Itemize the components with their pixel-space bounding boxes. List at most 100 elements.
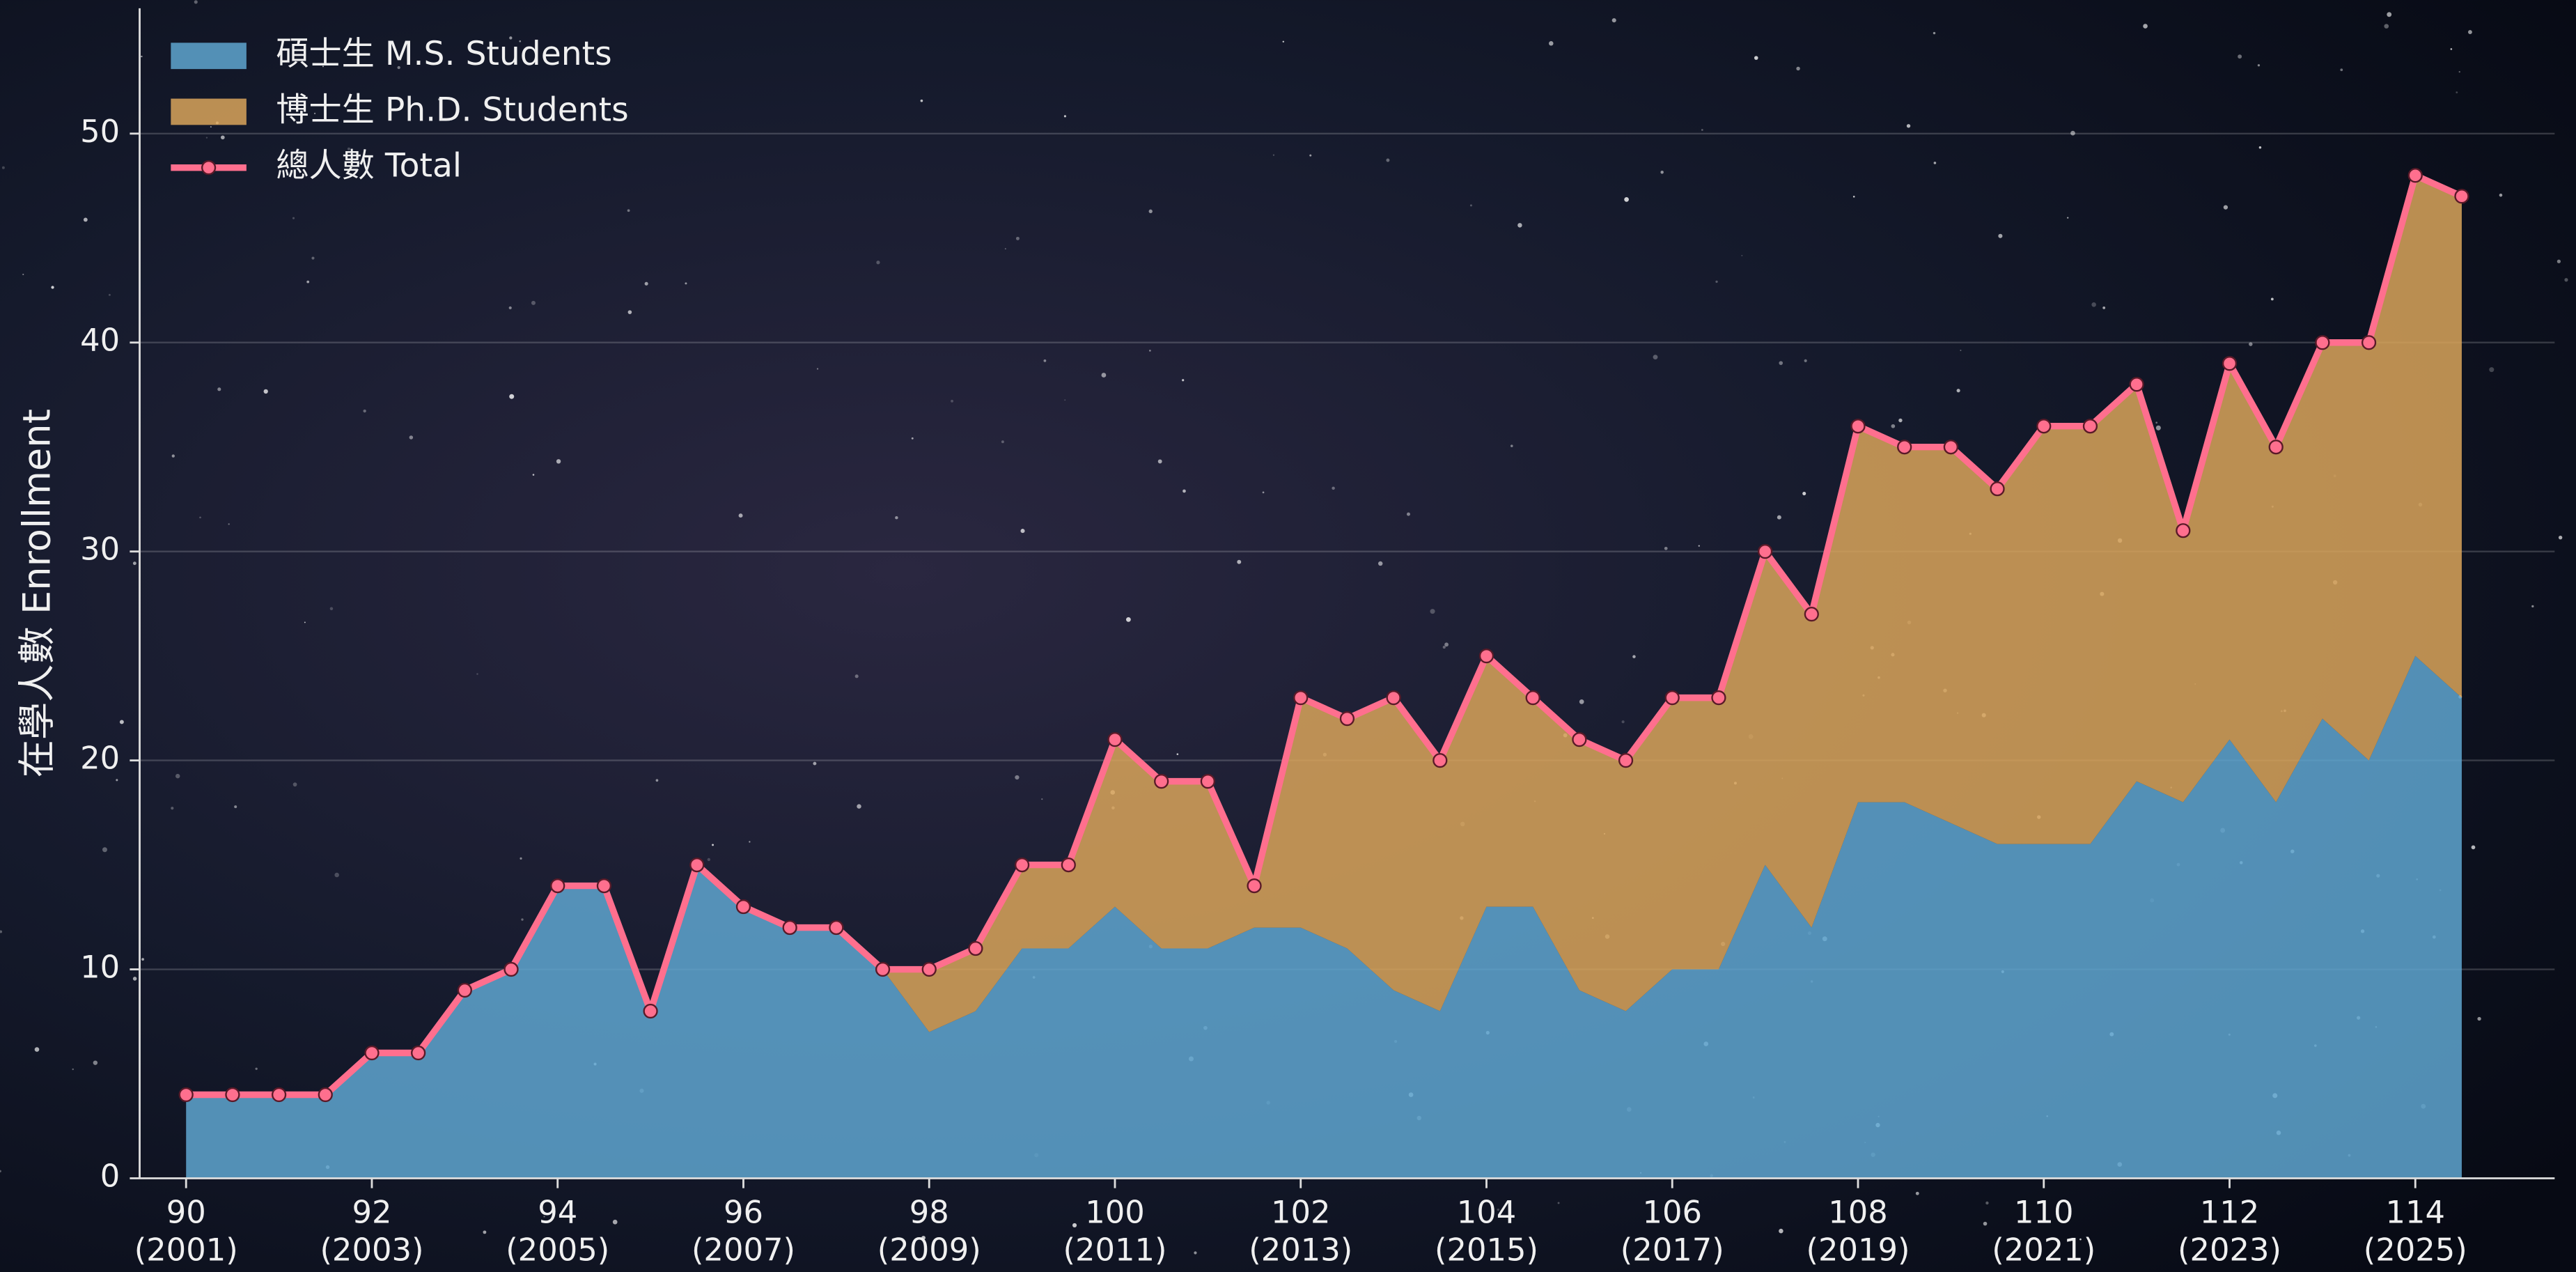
star [2091, 302, 2096, 307]
star [1741, 254, 1743, 256]
legend-label: 博士生 Ph.D. Students [276, 91, 628, 129]
star [1715, 280, 1718, 284]
star [1891, 424, 1896, 428]
star [1796, 66, 1800, 71]
point [1804, 607, 1819, 622]
legend-label: 碩士生 M.S. Students [276, 35, 611, 73]
point [457, 982, 472, 998]
point [178, 1087, 194, 1103]
x-tick-year: (2015) [1435, 1232, 1538, 1269]
legend-marker [201, 160, 217, 176]
point [1200, 773, 1215, 789]
star [1041, 798, 1043, 800]
star [102, 847, 107, 853]
point [735, 899, 751, 915]
star [141, 55, 143, 58]
star [1998, 233, 2003, 238]
star [255, 1067, 258, 1070]
star [1064, 399, 1066, 401]
star [813, 761, 817, 766]
legend-swatch [171, 98, 247, 125]
y-tick-label: 0 [100, 1157, 120, 1194]
legend-label: 總人數 Total [276, 147, 462, 185]
point [504, 961, 519, 977]
star [2456, 91, 2458, 94]
star [108, 293, 111, 296]
star [363, 409, 366, 413]
point [596, 878, 612, 894]
star [1517, 223, 1522, 228]
star [543, 1216, 545, 1218]
star [1933, 31, 1936, 35]
star [1157, 459, 1162, 464]
star [1282, 40, 1285, 43]
star [1985, 1201, 1989, 1205]
point [1618, 752, 1634, 768]
star [476, 673, 478, 675]
star [707, 858, 710, 862]
point [364, 1045, 380, 1061]
star [519, 40, 522, 42]
y-axis-label: 在學人數 Enrollment [15, 409, 59, 777]
star [234, 805, 237, 809]
star [1020, 529, 1025, 534]
point [1478, 649, 1494, 664]
star [1557, 1202, 1560, 1204]
x-tick-label: 96 [724, 1193, 763, 1230]
x-tick-year: (2007) [692, 1232, 795, 1269]
point [2315, 335, 2330, 350]
star [210, 126, 212, 128]
y-tick-label: 20 [80, 740, 120, 777]
star [199, 516, 201, 519]
star [116, 779, 118, 782]
point [1711, 690, 1726, 706]
star [520, 857, 522, 860]
point [318, 1087, 333, 1103]
x-tick-label: 110 [2014, 1193, 2074, 1230]
star [2155, 421, 2158, 424]
point [782, 920, 797, 936]
y-tick-label: 50 [80, 113, 120, 150]
star [132, 977, 137, 981]
star [1779, 1228, 1783, 1234]
star [2458, 71, 2460, 73]
point [1850, 419, 1866, 434]
star [397, 65, 400, 70]
x-tick-label: 98 [910, 1193, 949, 1230]
star [322, 65, 324, 68]
x-tick-year: (2025) [2364, 1232, 2467, 1269]
star [2223, 205, 2228, 210]
star [749, 841, 751, 843]
x-tick-label: 94 [538, 1193, 577, 1230]
star [1624, 197, 1629, 202]
star [2270, 297, 2274, 301]
point [2407, 168, 2423, 183]
star [951, 399, 953, 403]
total-line [186, 172, 2463, 1099]
star [2143, 24, 2148, 29]
star [1072, 1223, 1077, 1227]
star [1852, 196, 1855, 198]
star [2531, 605, 2534, 608]
star [508, 306, 512, 310]
star [171, 454, 175, 458]
point [2036, 419, 2052, 434]
star [2067, 217, 2069, 219]
point [1664, 690, 1680, 706]
star [311, 256, 315, 260]
star [816, 368, 819, 370]
star [1444, 642, 1449, 647]
star [1148, 209, 1153, 213]
x-tick-year: (2005) [506, 1232, 609, 1269]
star [509, 36, 513, 40]
star [2471, 845, 2476, 850]
x-tick-year: (2011) [1063, 1232, 1166, 1269]
star [2155, 425, 2161, 431]
star [1332, 486, 1335, 490]
star [93, 1060, 98, 1065]
star [2387, 12, 2392, 17]
point [2082, 419, 2098, 434]
point [1061, 857, 1076, 873]
